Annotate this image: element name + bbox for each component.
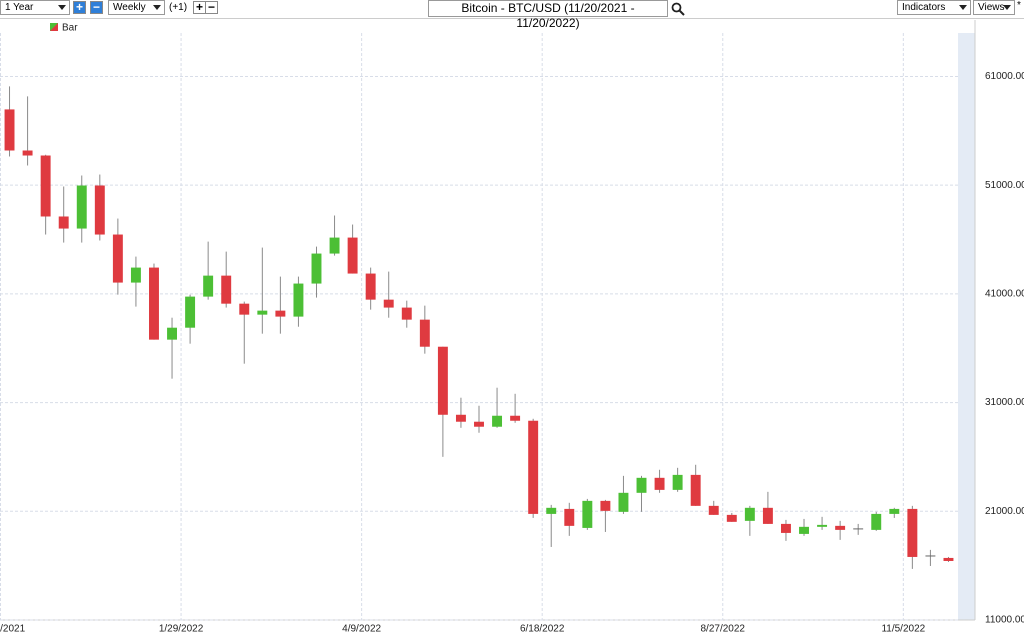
candle-body: [943, 557, 954, 561]
candle-body: [40, 155, 51, 217]
candle-body: [76, 185, 87, 229]
candle-body: [654, 477, 665, 490]
offset-minus[interactable]: −: [205, 1, 218, 14]
y-tick-label: 61000.00: [985, 71, 1024, 82]
candle-body: [528, 420, 539, 514]
candle-body: [58, 216, 69, 229]
candle-body: [455, 414, 466, 422]
candle-body: [149, 267, 159, 340]
x-tick-label: 11/20/2021: [0, 624, 26, 635]
y-tick-label: 21000.00: [985, 506, 1024, 517]
candle-body: [835, 525, 846, 530]
candle-body: [708, 505, 719, 515]
candle-body: [889, 508, 900, 514]
zoom-out[interactable]: −: [90, 1, 103, 14]
x-tick-label: 4/9/2022: [342, 624, 381, 635]
offset-label: (+1): [169, 2, 188, 13]
candle-body: [474, 421, 484, 427]
candle-body: [293, 283, 304, 317]
candle-body: [799, 526, 809, 534]
candle-body: [275, 310, 286, 317]
candle-body: [871, 513, 882, 530]
candle-body: [726, 514, 737, 522]
candle-body: [22, 150, 33, 156]
candle-body: [817, 524, 828, 527]
candle-body: [167, 327, 178, 340]
y-tick-label: 11000.00: [985, 615, 1024, 626]
candle-body: [853, 528, 864, 530]
candle-body: [636, 477, 647, 493]
views-star: *: [1017, 0, 1021, 11]
offset-plus[interactable]: +: [193, 1, 206, 14]
candle-body: [130, 267, 141, 283]
candle-body: [221, 275, 232, 304]
candle-body: [582, 500, 593, 528]
toolbar: 1 Year + − Weekly (+1) + − Bitcoin - BTC…: [0, 0, 1024, 30]
candle-body: [762, 507, 773, 524]
y-tick-label: 31000.00: [985, 397, 1024, 408]
search-icon[interactable]: [671, 2, 685, 16]
candle-body: [365, 273, 376, 300]
candle-body: [546, 507, 557, 514]
y-tick-label: 51000.00: [985, 180, 1024, 191]
candle-body: [329, 237, 340, 254]
candle-body: [94, 185, 105, 235]
x-tick-label: 11/5/2022: [881, 624, 925, 635]
y-tick-label: 41000.00: [985, 289, 1024, 300]
candle-body: [239, 303, 250, 315]
candle-body: [780, 523, 791, 533]
candle-body: [419, 319, 430, 347]
candle-body: [492, 415, 503, 427]
candle-body: [347, 237, 358, 274]
zoom-in[interactable]: +: [73, 1, 86, 14]
candle-body: [112, 234, 123, 283]
views-select[interactable]: Views: [973, 0, 1015, 15]
candle-body: [311, 253, 322, 284]
candle-body: [690, 474, 701, 506]
interval-select[interactable]: Weekly: [108, 0, 165, 15]
candle-body: [618, 492, 629, 512]
indicators-select[interactable]: Indicators: [897, 0, 971, 15]
x-tick-label: 6/18/2022: [520, 624, 565, 635]
legend-label: Bar: [62, 23, 78, 34]
candle-body: [185, 296, 196, 328]
candle-body: [564, 508, 575, 526]
chart-title: Bitcoin - BTC/USD (11/20/2021 - 11/20/20…: [428, 0, 668, 30]
candle-body: [672, 474, 683, 490]
candle-body: [907, 508, 918, 557]
legend-icon: [50, 23, 58, 31]
candle-body: [510, 415, 521, 421]
candle-body: [203, 275, 214, 297]
candle-body: [401, 307, 412, 320]
candle-body: [437, 346, 448, 415]
candle-body: [383, 299, 394, 308]
x-tick-label: 1/29/2022: [159, 624, 204, 635]
candle-body: [4, 109, 15, 151]
x-tick-label: 8/27/2022: [701, 624, 746, 635]
candle-body: [257, 310, 268, 315]
candle-body: [925, 555, 936, 557]
period-select[interactable]: 1 Year: [0, 0, 70, 15]
future-shade: [958, 33, 975, 620]
candle-body: [744, 507, 755, 521]
candle-body: [600, 500, 611, 511]
